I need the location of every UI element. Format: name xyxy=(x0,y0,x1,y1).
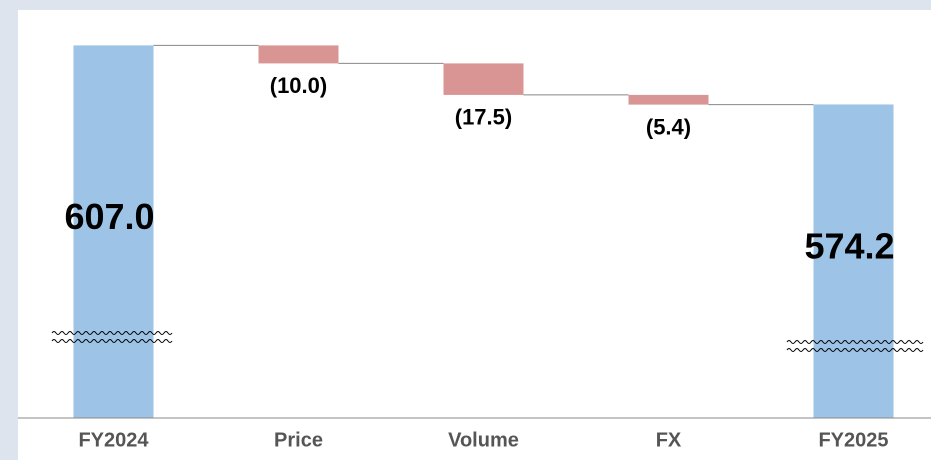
bar xyxy=(813,104,894,418)
axis-break xyxy=(786,340,924,344)
x-tick-label: Price xyxy=(274,429,323,451)
value-label: 574.2 xyxy=(804,226,894,267)
value-label: (10.0) xyxy=(270,73,327,98)
value-label: (5.4) xyxy=(646,114,691,139)
bar xyxy=(258,45,339,64)
bar xyxy=(73,45,154,419)
x-tick-label: FY2024 xyxy=(78,429,149,451)
bar xyxy=(443,63,524,95)
axis-break xyxy=(51,331,173,335)
axis-break xyxy=(786,348,924,352)
axis-break xyxy=(51,339,173,343)
value-label: (17.5) xyxy=(455,105,512,130)
value-label: 607.0 xyxy=(64,196,154,237)
x-tick-label: FY2025 xyxy=(818,429,888,451)
x-tick-label: Volume xyxy=(448,429,519,451)
x-tick-label: FX xyxy=(656,429,682,451)
bar xyxy=(628,94,709,105)
